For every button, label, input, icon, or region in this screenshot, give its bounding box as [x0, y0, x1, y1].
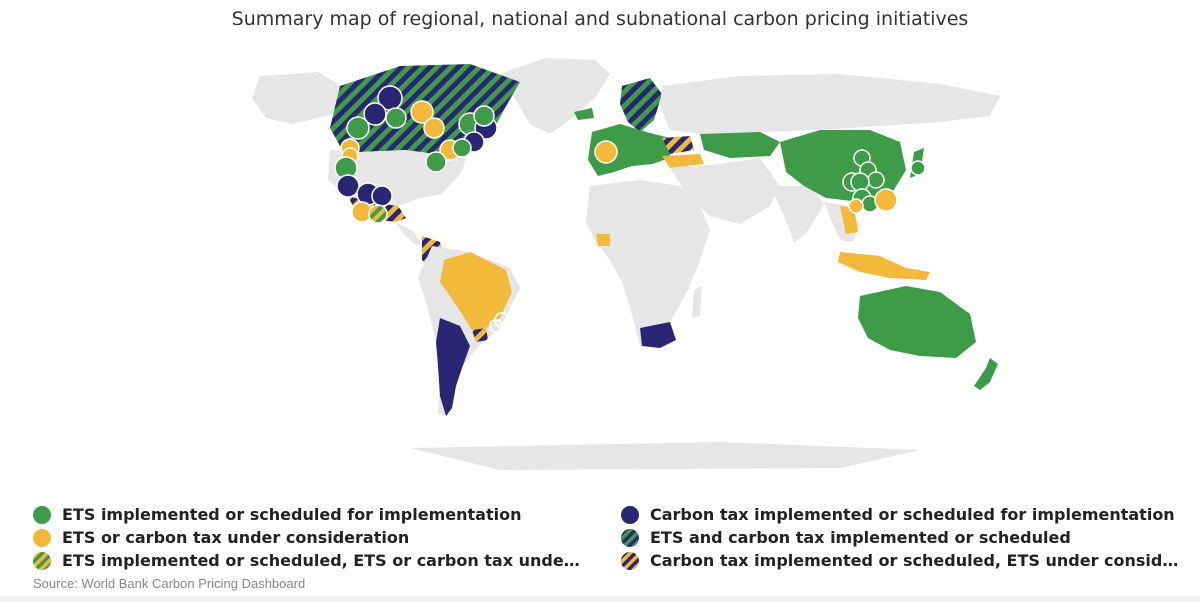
uruguay [472, 328, 488, 342]
antarctica [410, 442, 920, 470]
legend-label: Carbon tax implemented or scheduled, ETS… [650, 551, 1180, 570]
marker-ontario [423, 117, 445, 139]
source-note: Source: World Bank Carbon Pricing Dashbo… [33, 576, 306, 591]
middle-east [670, 158, 780, 224]
madagascar [692, 286, 702, 318]
brazil [440, 252, 512, 330]
bottom-bar [0, 596, 1200, 602]
central-america [396, 222, 422, 246]
australia [858, 286, 976, 358]
world-map [252, 58, 1000, 470]
scandinavia [620, 78, 662, 132]
marker-tamaulipas [371, 185, 393, 207]
new-zealand [974, 358, 998, 390]
marker-bc-2 [385, 107, 407, 129]
legend-item-ets-tax: ETS and carbon tax implemented or schedu… [620, 526, 1180, 549]
legend-label: ETS or carbon tax under consideration [62, 528, 410, 547]
marker-rggi [425, 151, 447, 173]
marker-nova-scotia [473, 105, 495, 127]
marker-catalonia [594, 140, 618, 164]
marker-taiwan [874, 188, 898, 212]
alaska [252, 72, 342, 124]
legend-label: ETS implemented or scheduled for impleme… [62, 505, 522, 524]
marker-baja-california [336, 174, 360, 198]
africa [586, 180, 710, 346]
legend-ets-consideration-swatch-icon [33, 551, 51, 570]
marker-chongqing [850, 172, 870, 192]
legend-label: ETS implemented or scheduled, ETS or car… [62, 551, 580, 570]
legend-tax-swatch-icon [621, 505, 639, 524]
legend-item-tax: Carbon tax implemented or scheduled for … [620, 503, 1180, 526]
marker-massachusetts [452, 138, 472, 158]
legend-ets-tax-swatch-icon [621, 528, 639, 547]
indonesia [838, 252, 930, 280]
legend-item-ets: ETS implemented or scheduled for impleme… [32, 503, 580, 526]
legend-label: Carbon tax implemented or scheduled for … [650, 505, 1175, 524]
legend-label: ETS and carbon tax implemented or schedu… [650, 528, 1071, 547]
russia [660, 74, 1000, 134]
marker-tokyo [910, 160, 926, 176]
map-title: Summary map of regional, national and su… [231, 8, 969, 30]
legend-consideration-swatch-icon [33, 528, 51, 547]
south-africa [640, 322, 676, 348]
ukraine [662, 136, 694, 154]
legend-item-ets-consideration: ETS implemented or scheduled, ETS or car… [32, 549, 580, 572]
marker-shanghai [867, 171, 885, 189]
legend-tax-consideration-swatch-icon [621, 551, 639, 570]
jurisdiction-markers [334, 85, 926, 333]
marker-alberta [363, 102, 387, 126]
kazakhstan [700, 132, 780, 158]
turkey [662, 154, 704, 168]
legend-item-consideration: ETS or carbon tax under consideration [32, 526, 580, 549]
iceland [574, 108, 594, 120]
greenland [500, 58, 610, 134]
marker-shenzhen [848, 198, 864, 214]
legend-item-tax-ets-consideration: Carbon tax implemented or scheduled, ETS… [620, 549, 1180, 572]
marker-british-columbia [346, 116, 370, 140]
marker-mexico-state [368, 204, 388, 224]
marker-sao-paulo [489, 319, 503, 333]
marker-manitoba [410, 100, 434, 124]
india [770, 186, 824, 242]
legend-right: Carbon tax implemented or scheduled for … [620, 503, 1180, 572]
argentina-chile [436, 318, 470, 416]
legend-ets-swatch-icon [33, 505, 51, 524]
legend-left: ETS implemented or scheduled for impleme… [32, 503, 580, 572]
cote-divoire [596, 234, 610, 246]
